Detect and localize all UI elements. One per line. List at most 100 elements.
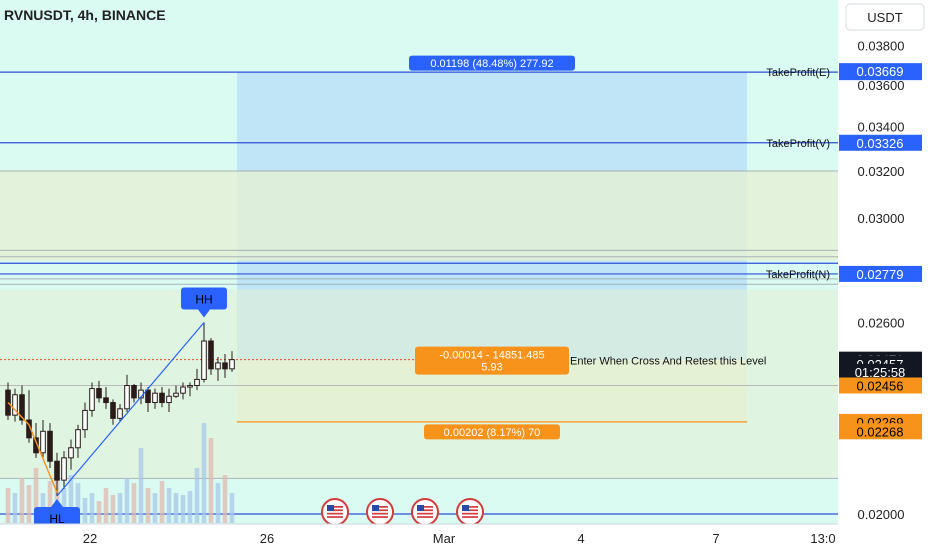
pivot-text: HL	[49, 512, 65, 526]
volume-bar	[124, 478, 130, 523]
volume-bar	[173, 493, 179, 523]
position-zones	[0, 72, 838, 479]
volume-bar	[187, 491, 193, 523]
candle-body	[19, 394, 25, 421]
candle-body	[103, 397, 109, 404]
price-tick-label: 0.03800	[858, 39, 905, 54]
candle	[47, 423, 53, 469]
candle-body	[61, 457, 67, 481]
candle-body	[68, 447, 74, 459]
currency-button[interactable]: USDT	[845, 3, 925, 31]
candle-body	[194, 378, 200, 387]
currency-label: USDT	[867, 10, 902, 25]
candle-body	[145, 389, 151, 404]
candle	[187, 382, 193, 397]
candle-body	[222, 362, 228, 370]
candle-body	[54, 460, 60, 481]
event-icons[interactable]	[321, 498, 484, 526]
candle	[201, 322, 207, 383]
us-flag-icon[interactable]	[366, 498, 394, 526]
level-price-text: 0.03326	[857, 136, 904, 151]
target-label: 0.01198 (48.48%) 277.92	[409, 55, 575, 71]
candle	[145, 387, 151, 412]
volume-bar	[47, 481, 53, 523]
time-tick-label: 4	[577, 531, 584, 546]
price-tick-label: 0.03400	[858, 120, 905, 135]
us-flag-icon[interactable]	[456, 498, 484, 526]
candle	[215, 356, 221, 381]
volume-bar	[131, 483, 137, 523]
us-flag-icon[interactable]	[321, 498, 349, 526]
resistance-band	[0, 170, 838, 261]
level-price-tag: 0.03326	[839, 134, 922, 151]
axis-tag-text: 0.02268	[857, 424, 904, 439]
candle-body	[110, 402, 116, 419]
pill-text: 0.01198 (48.48%) 277.92	[430, 58, 553, 70]
volume-bar	[75, 483, 81, 523]
chart-title: RVNUSDT, 4h, BINANCE	[4, 7, 166, 23]
us-flag-icon[interactable]	[411, 498, 439, 526]
candle-body	[33, 437, 39, 454]
time-tick-label: Mar	[433, 531, 456, 546]
time-axis-background[interactable]	[0, 524, 838, 550]
candle-body	[201, 340, 207, 380]
candle	[82, 402, 88, 438]
zigzag-line	[7, 402, 58, 493]
candle-body	[215, 362, 221, 370]
candle	[54, 452, 60, 496]
candle-body	[173, 392, 179, 397]
swing-line	[56, 322, 205, 497]
volume-bar	[12, 493, 18, 523]
volume-bar	[138, 448, 144, 523]
volume-bar	[215, 483, 221, 523]
volume-bar	[61, 488, 67, 523]
price-tick-label: 0.02000	[858, 507, 905, 522]
center-label-line2: 5.93	[481, 362, 502, 374]
volume-bar	[26, 485, 32, 523]
volume-bar	[229, 493, 235, 523]
volume-bar	[222, 475, 228, 523]
support-band	[0, 289, 838, 479]
candle-body	[117, 408, 123, 419]
candle	[12, 388, 18, 422]
candle-body	[131, 385, 137, 399]
time-tick-label: 22	[83, 531, 97, 546]
volume-bar	[19, 478, 25, 523]
candle	[159, 387, 165, 408]
stop-label: 0.00202 (8.17%) 70	[424, 424, 560, 440]
candle	[75, 424, 81, 458]
price-tick-label: 0.03600	[858, 78, 905, 93]
volume-bar	[5, 488, 11, 523]
volume-bar	[152, 493, 158, 523]
volume-bar	[194, 468, 200, 523]
axis-tag-blue: 0.03669	[839, 63, 922, 79]
pivot-text: HH	[195, 293, 212, 307]
volume-bar	[82, 498, 88, 523]
price-tick-label: 0.02600	[858, 316, 905, 331]
volume-bar	[159, 481, 165, 523]
axis-tag-text: 01:25:58	[855, 365, 906, 380]
candle	[166, 388, 172, 412]
axis-tag-text: 0.02456	[857, 379, 904, 394]
axis-tag-text: 0.03669	[857, 64, 904, 79]
volume-bar	[89, 493, 95, 523]
volume-bar	[145, 488, 151, 523]
candle-body	[152, 392, 158, 404]
axis-tag-orange: 0.02456	[839, 377, 922, 394]
candle-body	[47, 430, 53, 462]
time-tick-label: 26	[260, 531, 274, 546]
candle	[103, 387, 109, 409]
time-tick-label: 13:0	[810, 531, 835, 546]
price-axis-tags: 0.036640.033260.027790.036690.024710.024…	[839, 63, 922, 440]
axis-tag-orange: 0.02268	[839, 423, 922, 440]
volume-bar	[201, 423, 207, 523]
candle-body	[180, 386, 186, 394]
candle	[208, 338, 214, 375]
volume-bar	[110, 495, 116, 523]
volume-bar	[103, 488, 109, 523]
price-axis-ticks: 0.03800 0.03600 0.03400 0.03200 0.03000 0.026…	[858, 39, 905, 522]
pivot-markers: HH HL	[7, 287, 227, 529]
